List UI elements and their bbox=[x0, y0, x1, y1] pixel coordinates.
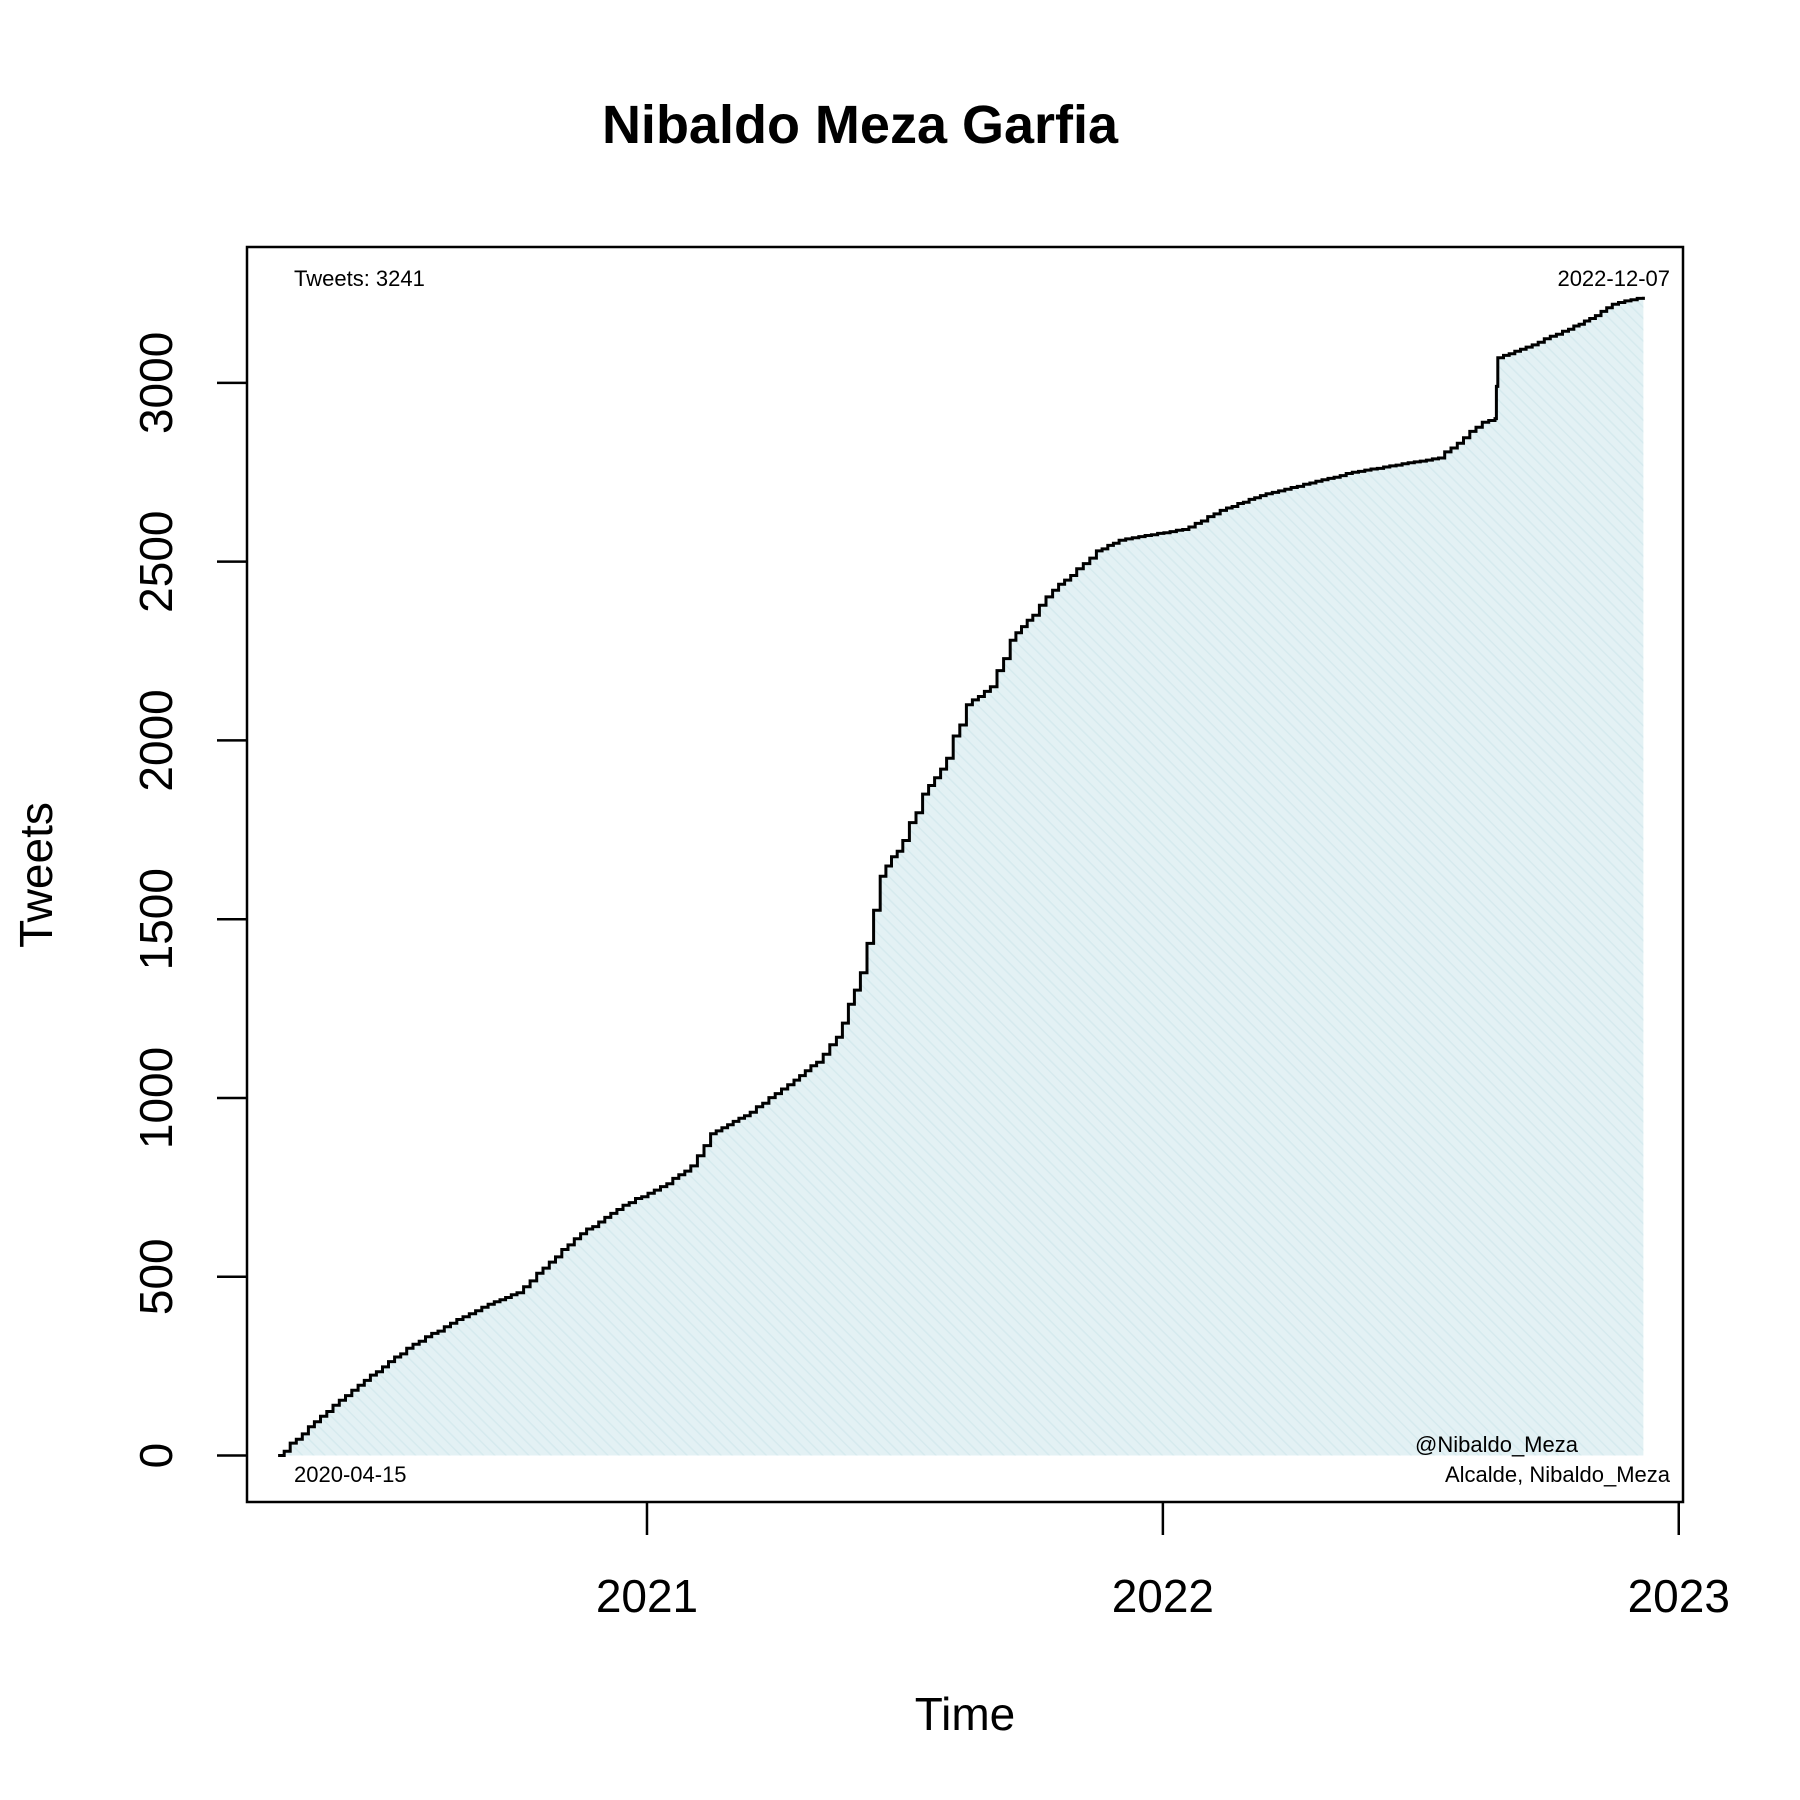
x-axis-label: Time bbox=[915, 1688, 1016, 1740]
role-note: Alcalde, Nibaldo_Meza bbox=[1445, 1462, 1671, 1487]
end-date-note: 2022-12-07 bbox=[1557, 266, 1670, 291]
chart-title: Nibaldo Meza Garfia bbox=[602, 95, 1119, 155]
x-tick-label: 2023 bbox=[1628, 1570, 1730, 1622]
y-tick-label: 2500 bbox=[130, 510, 182, 612]
series-line bbox=[278, 296, 1645, 1457]
start-date-note: 2020-04-15 bbox=[294, 1462, 407, 1487]
plot-area bbox=[278, 296, 1645, 1457]
x-tick-label: 2022 bbox=[1112, 1570, 1214, 1622]
y-tick-label: 2000 bbox=[130, 689, 182, 791]
handle-note: @Nibaldo_Meza bbox=[1415, 1432, 1579, 1457]
y-tick-label: 500 bbox=[130, 1238, 182, 1315]
y-axis-label: Tweets bbox=[10, 802, 62, 948]
y-tick-label: 3000 bbox=[130, 332, 182, 434]
y-axis: 0 500 1000 1500 2000 2500 3000 bbox=[130, 332, 247, 1469]
plot-frame bbox=[245, 245, 1685, 1504]
y-tick-label: 1000 bbox=[130, 1047, 182, 1149]
y-tick-label: 0 bbox=[130, 1443, 182, 1469]
y-tick-label: 1500 bbox=[130, 868, 182, 970]
x-tick-label: 2021 bbox=[596, 1570, 698, 1622]
x-axis: 2021 2022 2023 bbox=[596, 1502, 1730, 1622]
area-fill bbox=[278, 296, 1644, 1456]
tweet-count-note: Tweets: 3241 bbox=[294, 266, 425, 291]
